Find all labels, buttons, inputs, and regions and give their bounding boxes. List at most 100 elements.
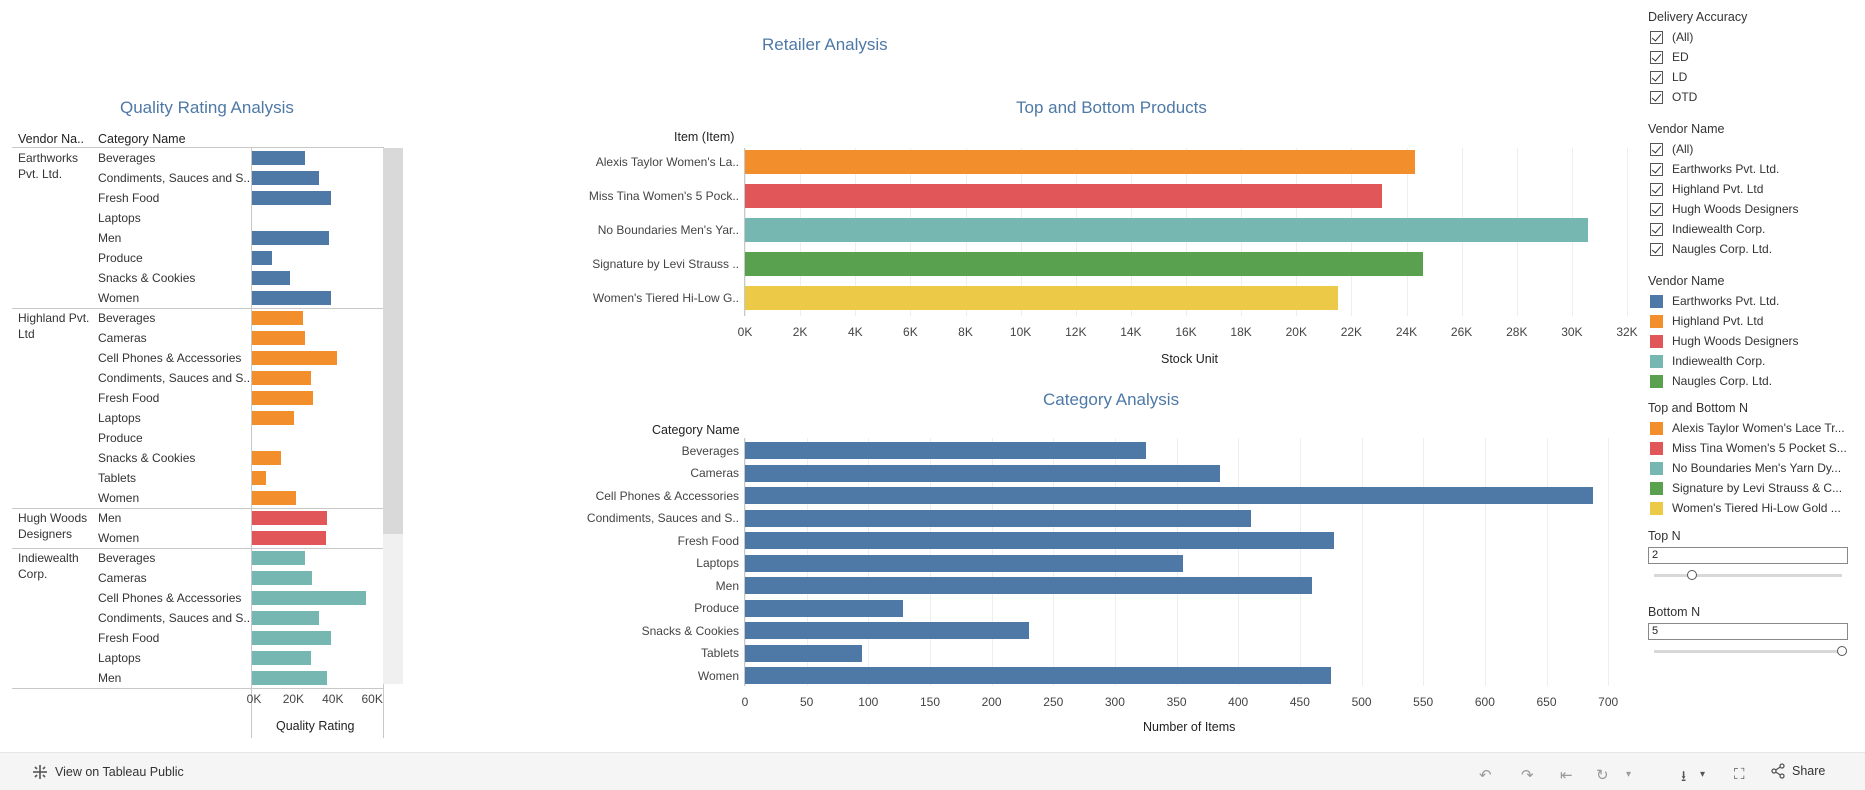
data-bar[interactable] bbox=[745, 532, 1335, 549]
legend-label: Alexis Taylor Women's Lace Tr... bbox=[1672, 421, 1845, 435]
download-icon[interactable]: ⭳ bbox=[1681, 768, 1687, 785]
legend-item-topbottom[interactable]: No Boundaries Men's Yarn Dy... bbox=[1648, 459, 1841, 477]
filter-option-vendor[interactable]: Naugles Corp. Ltd. bbox=[1648, 240, 1772, 258]
quality-bar[interactable] bbox=[252, 331, 306, 345]
data-bar[interactable] bbox=[745, 622, 1029, 639]
data-bar[interactable] bbox=[745, 150, 1415, 174]
legend-item-vendor[interactable]: Hugh Woods Designers bbox=[1648, 332, 1799, 350]
revert-icon[interactable]: ⇤ bbox=[1560, 767, 1573, 784]
x-tick-label: 14K bbox=[1120, 325, 1142, 339]
data-bar[interactable] bbox=[745, 218, 1589, 242]
quality-bar[interactable] bbox=[252, 411, 295, 425]
quality-scrollbar[interactable] bbox=[383, 148, 403, 684]
checkbox[interactable] bbox=[1650, 30, 1663, 44]
quality-bar[interactable] bbox=[252, 271, 291, 285]
quality-bar[interactable] bbox=[252, 671, 327, 685]
quality-bar[interactable] bbox=[252, 631, 331, 645]
quality-bar[interactable] bbox=[252, 591, 367, 605]
data-bar[interactable] bbox=[745, 442, 1146, 459]
category-name-header[interactable]: Category Name bbox=[98, 132, 186, 146]
quality-bar[interactable] bbox=[252, 371, 312, 385]
quality-bar[interactable] bbox=[252, 491, 297, 505]
vendor-name-header[interactable]: Vendor Na.. bbox=[18, 132, 85, 146]
legend-item-vendor[interactable]: Naugles Corp. Ltd. bbox=[1648, 372, 1772, 390]
checkbox[interactable] bbox=[1650, 162, 1663, 176]
bottom-n-slider[interactable] bbox=[1654, 650, 1842, 653]
legend-item-vendor[interactable]: Earthworks Pvt. Ltd. bbox=[1648, 292, 1779, 310]
quality-header-rule bbox=[12, 147, 384, 148]
quality-bar[interactable] bbox=[252, 571, 313, 585]
top-n-slider-handle[interactable] bbox=[1686, 570, 1697, 580]
quality-bar[interactable] bbox=[252, 511, 327, 525]
x-tick-label: 500 bbox=[1351, 695, 1372, 709]
data-bar[interactable] bbox=[745, 667, 1331, 684]
fullscreen-icon[interactable]: ⛶ bbox=[1734, 766, 1745, 783]
checkbox[interactable] bbox=[1650, 70, 1663, 84]
filter-option-vendor[interactable]: (All) bbox=[1648, 140, 1693, 158]
checkbox[interactable] bbox=[1650, 142, 1663, 156]
data-bar[interactable] bbox=[745, 599, 903, 617]
refresh-icon[interactable]: ↻ bbox=[1596, 767, 1609, 784]
quality-bar[interactable] bbox=[252, 231, 329, 245]
bottom-n-slider-handle[interactable] bbox=[1837, 646, 1847, 656]
checkbox[interactable] bbox=[1650, 50, 1663, 64]
quality-bar[interactable] bbox=[252, 151, 306, 165]
view-on-tableau-link[interactable]: View on Tableau Public bbox=[32, 764, 184, 780]
quality-bar[interactable] bbox=[252, 471, 266, 485]
x-tick-label: 6K bbox=[903, 325, 918, 339]
legend-item-topbottom[interactable]: Miss Tina Women's 5 Pocket S... bbox=[1648, 439, 1847, 457]
redo-icon[interactable]: ↷ bbox=[1521, 767, 1534, 784]
quality-bar[interactable] bbox=[252, 651, 312, 665]
data-bar[interactable] bbox=[745, 252, 1423, 276]
legend-item-vendor[interactable]: Highland Pvt. Ltd bbox=[1648, 312, 1763, 330]
quality-bar[interactable] bbox=[252, 531, 326, 545]
legend-swatch bbox=[1650, 314, 1663, 328]
x-tick-label: 20K bbox=[1285, 325, 1307, 339]
filter-option-delivery[interactable]: ED bbox=[1648, 48, 1689, 66]
data-bar[interactable] bbox=[745, 644, 863, 662]
quality-bar[interactable] bbox=[252, 251, 272, 265]
data-bar[interactable] bbox=[745, 286, 1338, 310]
top-n-input[interactable]: 2 bbox=[1648, 547, 1848, 564]
bottom-n-input[interactable]: 5 bbox=[1648, 623, 1848, 640]
filter-option-delivery[interactable]: LD bbox=[1648, 68, 1687, 86]
data-bar[interactable] bbox=[745, 464, 1220, 482]
quality-bar[interactable] bbox=[252, 351, 337, 365]
data-bar[interactable] bbox=[745, 509, 1251, 527]
filter-option-vendor[interactable]: Highland Pvt. Ltd bbox=[1648, 180, 1763, 198]
quality-category-label: Cameras bbox=[98, 331, 147, 345]
quality-bar[interactable] bbox=[252, 611, 319, 625]
legend-item-vendor[interactable]: Indiewealth Corp. bbox=[1648, 352, 1765, 370]
undo-icon[interactable]: ↶ bbox=[1479, 767, 1492, 784]
filter-option-vendor[interactable]: Earthworks Pvt. Ltd. bbox=[1648, 160, 1779, 178]
data-bar[interactable] bbox=[745, 184, 1382, 208]
top-n-slider[interactable] bbox=[1654, 574, 1842, 577]
quality-bar[interactable] bbox=[252, 551, 306, 565]
quality-bar[interactable] bbox=[252, 311, 304, 325]
x-tick-label: 16K bbox=[1175, 325, 1197, 339]
legend-item-topbottom[interactable]: Alexis Taylor Women's Lace Tr... bbox=[1648, 419, 1845, 437]
checkbox[interactable] bbox=[1650, 90, 1663, 104]
quality-bar[interactable] bbox=[252, 171, 319, 185]
download-dropdown-icon[interactable]: ▾ bbox=[1700, 769, 1706, 780]
checkbox[interactable] bbox=[1650, 182, 1663, 196]
quality-scrollbar-thumb[interactable] bbox=[383, 148, 403, 534]
quality-bar[interactable] bbox=[252, 391, 314, 405]
filter-option-delivery[interactable]: (All) bbox=[1648, 28, 1693, 46]
data-bar[interactable] bbox=[745, 554, 1183, 572]
share-button[interactable]: Share bbox=[1770, 763, 1825, 779]
filter-option-vendor[interactable]: Indiewealth Corp. bbox=[1648, 220, 1765, 238]
checkbox[interactable] bbox=[1650, 222, 1663, 236]
refresh-dropdown-icon[interactable]: ▾ bbox=[1626, 769, 1632, 780]
quality-bar[interactable] bbox=[252, 291, 331, 305]
quality-bar[interactable] bbox=[252, 451, 281, 465]
data-bar[interactable] bbox=[745, 577, 1313, 594]
checkbox[interactable] bbox=[1650, 202, 1663, 216]
legend-item-topbottom[interactable]: Signature by Levi Strauss & C... bbox=[1648, 479, 1842, 497]
legend-item-topbottom[interactable]: Women's Tiered Hi-Low Gold ... bbox=[1648, 499, 1841, 517]
quality-bar[interactable] bbox=[252, 191, 331, 205]
filter-option-vendor[interactable]: Hugh Woods Designers bbox=[1648, 200, 1799, 218]
data-bar[interactable] bbox=[745, 487, 1594, 504]
checkbox[interactable] bbox=[1650, 242, 1663, 256]
filter-option-delivery[interactable]: OTD bbox=[1648, 88, 1697, 106]
